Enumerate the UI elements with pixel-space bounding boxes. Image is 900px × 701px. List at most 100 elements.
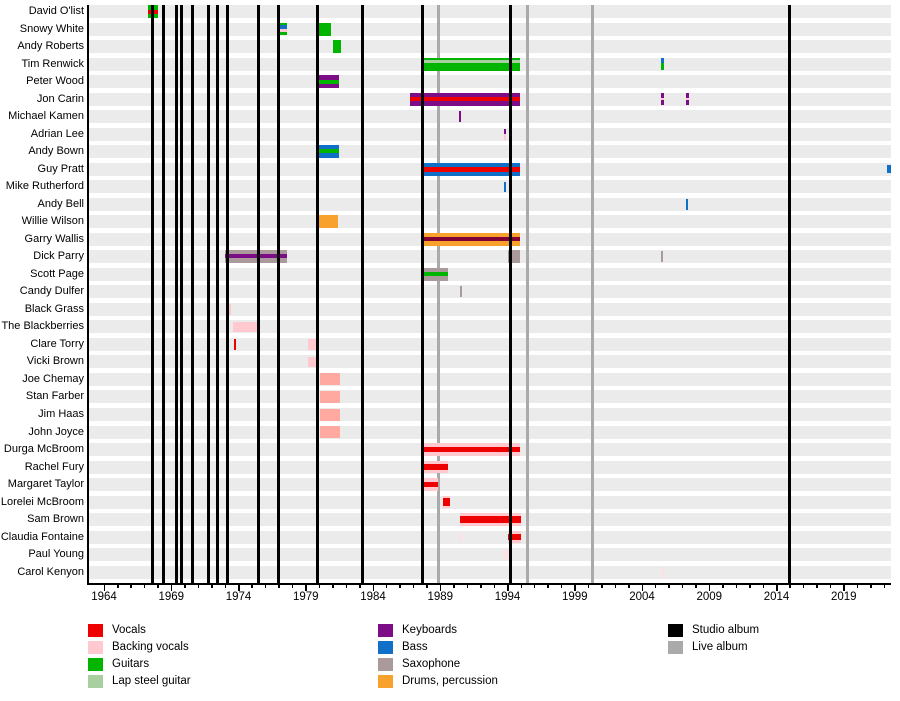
- timeline-bar: [319, 426, 341, 438]
- row-band: [89, 267, 891, 281]
- x-axis-minor-tick: [789, 584, 791, 588]
- legend-label: Studio album: [692, 624, 760, 636]
- legend-label: Saxophone: [402, 658, 461, 670]
- bar-layer-guitars: [317, 22, 331, 36]
- row-label: Garry Wallis: [24, 232, 84, 245]
- row-label: The Blackberries: [1, 320, 84, 333]
- row-label: Sam Brown: [27, 513, 84, 526]
- x-axis-minor-tick: [143, 584, 146, 588]
- row-band: [89, 110, 891, 124]
- x-axis-minor-tick: [628, 584, 630, 588]
- studio-album-line: [179, 5, 183, 583]
- x-axis-minor-tick: [211, 584, 213, 588]
- bar-layer-backing_vocals: [685, 97, 689, 101]
- row-label: Candy Dulfer: [19, 285, 84, 298]
- timeline-bar: [317, 75, 340, 89]
- x-axis-major-tick: [439, 584, 442, 591]
- timeline-bar: [317, 145, 340, 159]
- studio-album-line: [509, 5, 513, 583]
- studio-album-line: [360, 5, 364, 583]
- axis-year-label: 1994: [494, 591, 521, 603]
- row-band: [89, 215, 891, 229]
- row-band: [89, 495, 891, 509]
- x-axis-major-tick: [843, 584, 845, 591]
- row-band: [89, 355, 891, 369]
- legend-swatch-backing_vocals: [88, 641, 103, 654]
- timeline-bar: [660, 93, 664, 105]
- legend-label: Bass: [402, 641, 428, 653]
- x-axis-minor-tick: [493, 584, 495, 588]
- row-label: Andy Bell: [37, 197, 84, 210]
- row-label: Peter Wood: [26, 75, 84, 88]
- studio-album-line: [787, 5, 791, 583]
- row-label: Dick Parry: [33, 250, 84, 263]
- timeline-bar: [460, 513, 521, 526]
- x-axis-minor-tick: [412, 584, 415, 588]
- axis-year-label: 2009: [696, 591, 723, 603]
- x-axis-minor-tick: [560, 584, 563, 588]
- timeline-bar: [660, 58, 664, 70]
- axis-year-label: 1974: [225, 591, 252, 603]
- axis-year-label: 1989: [427, 591, 454, 603]
- x-axis-minor-tick: [130, 584, 132, 588]
- x-axis-major-tick: [238, 584, 240, 591]
- x-axis-minor-tick: [654, 584, 657, 588]
- bar-layer-saxophone: [660, 251, 664, 263]
- x-axis-minor-tick: [385, 584, 388, 588]
- x-axis-minor-tick: [762, 584, 764, 588]
- bar-layer-vocals: [460, 516, 521, 523]
- row-label: Snowy White: [19, 22, 84, 35]
- row-label: Andy Bown: [28, 145, 84, 158]
- x-axis-minor-tick: [466, 584, 469, 588]
- timeline-bar: [504, 181, 507, 192]
- bar-layer-keyboards: [225, 254, 287, 259]
- legend-label: Backing vocals: [112, 641, 189, 653]
- row-label: John Joyce: [28, 425, 84, 438]
- row-label: Andy Roberts: [17, 40, 84, 52]
- row-band: [89, 337, 891, 351]
- bar-layer-vocals: [422, 463, 449, 470]
- bar-layer-backing_vocals_strong: [319, 373, 341, 386]
- x-axis-minor-tick: [251, 584, 253, 588]
- timeline-bar: [319, 408, 341, 421]
- bar-layer-backing_vocals: [307, 338, 318, 350]
- x-axis-line: [87, 583, 891, 585]
- row-band: [89, 565, 891, 579]
- row-label: Mike Rutherford: [5, 180, 84, 193]
- row-band: [89, 127, 891, 141]
- bar-layer-guitars: [333, 40, 341, 53]
- bar-layer-bass: [504, 181, 507, 192]
- bar-layer-bass: [685, 198, 689, 210]
- axis-year-label: 1999: [562, 591, 588, 603]
- x-axis-minor-tick: [426, 584, 428, 588]
- x-axis-minor-tick: [829, 584, 832, 588]
- x-axis-minor-tick: [695, 584, 697, 588]
- bar-layer-backing_vocals_strong: [319, 426, 341, 438]
- x-axis-major-tick: [170, 584, 173, 591]
- timeline-bar: [685, 93, 689, 105]
- bar-layer-vocals: [410, 96, 521, 102]
- bar-layer-backing_vocals: [307, 356, 318, 368]
- row-band: [89, 40, 891, 53]
- x-axis-major-tick: [103, 584, 105, 591]
- bar-layer-keyboards: [685, 93, 689, 98]
- x-axis-minor-tick: [601, 584, 603, 588]
- row-band: [89, 425, 891, 439]
- x-axis-major-tick: [641, 584, 643, 591]
- timeline-bar: [319, 391, 341, 403]
- row-label: Vicki Brown: [26, 355, 84, 368]
- timeline-bar: [442, 496, 450, 508]
- x-axis-major-tick: [372, 584, 374, 591]
- legend-swatch-live_album: [668, 641, 683, 654]
- studio-album-line: [162, 5, 166, 583]
- row-band: [89, 22, 891, 36]
- timeline-bar: [424, 162, 521, 176]
- x-axis-minor-tick: [856, 584, 859, 588]
- x-axis-minor-tick: [668, 584, 670, 588]
- x-axis-minor-tick: [870, 584, 872, 588]
- x-axis-minor-tick: [816, 584, 818, 588]
- legend-swatch-keyboards: [378, 624, 393, 637]
- timeline-bar: [685, 198, 689, 210]
- timeline-bar: [410, 92, 521, 106]
- bar-layer-drums: [317, 215, 339, 229]
